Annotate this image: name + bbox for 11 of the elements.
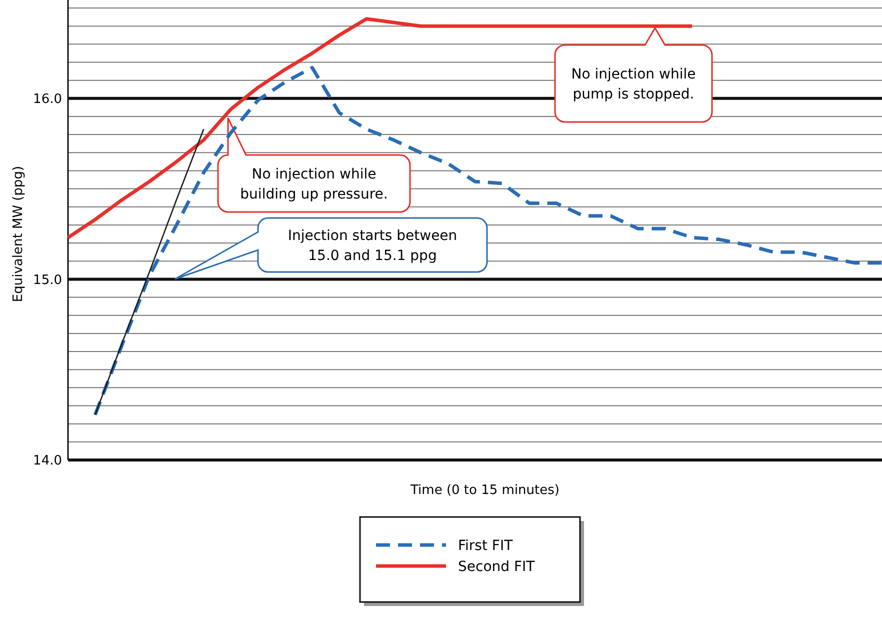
y-tick-label: 14.0 <box>33 454 62 469</box>
legend-label: First FIT <box>458 538 514 554</box>
y-tick-label: 16.0 <box>33 92 62 107</box>
line-series <box>93 66 882 417</box>
annotation: Injection starts between 15.0 and 15.1 ppg <box>288 228 458 264</box>
x-axis-title: Time (0 to 15 minutes) <box>410 483 560 498</box>
annotation: No injection while pump is stopped. <box>571 66 696 102</box>
y-axis-title: Equivalent MW (ppg) <box>11 166 26 302</box>
legend-label: Second FIT <box>458 558 536 575</box>
annotation: No injection while building up pressure. <box>240 166 388 202</box>
y-tick-label: 15.0 <box>33 272 62 288</box>
